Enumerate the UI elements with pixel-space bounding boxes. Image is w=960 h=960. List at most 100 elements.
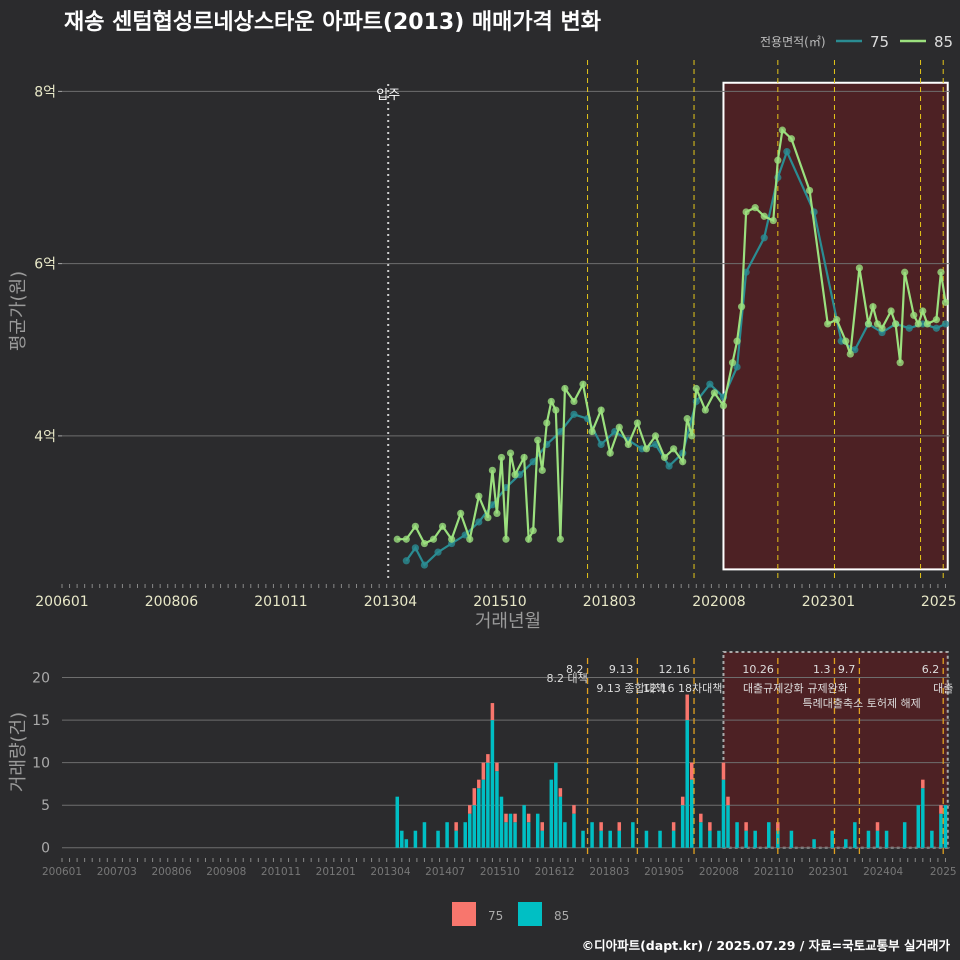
policy-date: 8.2 — [566, 663, 584, 676]
bar-85 — [563, 822, 567, 848]
bar-85 — [690, 779, 694, 848]
bar-85 — [472, 805, 477, 848]
legend-label-85: 85 — [554, 909, 569, 923]
x-tick-label: 201803 — [589, 866, 629, 878]
x-tick-label: 201612 — [535, 866, 575, 878]
bar-75 — [939, 805, 943, 814]
policy-date: 9.7 — [838, 663, 856, 676]
policy-label: 특례대출축소 토허제 해제 — [802, 696, 920, 710]
bar-85 — [468, 813, 472, 848]
bar-75 — [721, 762, 726, 780]
x-tick-label: 2025 — [930, 866, 957, 878]
x-tick-label: 200806 — [145, 594, 199, 610]
bar-75 — [526, 813, 531, 823]
x-tick-label: 202008 — [692, 594, 745, 610]
bar-85 — [599, 830, 603, 848]
bar-85 — [884, 830, 889, 848]
bar-75 — [617, 822, 622, 831]
bar-85 — [481, 779, 486, 848]
bar-85 — [930, 830, 934, 848]
bar-85 — [767, 822, 771, 848]
bar-85 — [495, 771, 499, 848]
y-tick-label: 0 — [41, 841, 50, 857]
bar-85 — [400, 830, 404, 848]
bar-75 — [468, 805, 472, 814]
bar-75 — [477, 779, 481, 789]
y-tick-label: 6억 — [34, 257, 56, 273]
bar-85 — [875, 830, 880, 848]
policy-label: 8.2 대책 — [547, 672, 588, 685]
bar-85 — [477, 788, 481, 848]
bar-85 — [422, 822, 427, 848]
bar-85 — [499, 796, 504, 848]
policy-date: 6.2 — [922, 663, 940, 676]
bar-85 — [504, 822, 508, 848]
bar-85 — [617, 830, 622, 848]
x-tick-label: 2025 — [921, 594, 957, 610]
y-axis-title: 평균가(원) — [8, 271, 29, 351]
y-tick-label: 5 — [41, 798, 50, 814]
bar-85 — [395, 796, 400, 848]
x-tick-label: 201510 — [480, 866, 520, 878]
bar-85 — [812, 839, 816, 848]
bar-85 — [726, 805, 730, 848]
bar-85 — [916, 805, 921, 848]
bar-75 — [495, 762, 499, 772]
bar-75 — [472, 788, 477, 806]
bar-75 — [708, 822, 712, 831]
y-tick-label: 15 — [32, 713, 50, 729]
price-point-85 — [393, 535, 401, 543]
volume-chart: 0 5 10 15 20 8.2 9.13 12.16 10.26 1.3 9.7 6.2 8.2 대책… — [8, 651, 957, 926]
policy-date: 9.13 — [609, 663, 634, 676]
x-tick-label: 201510 — [473, 594, 526, 610]
bar-85 — [445, 822, 449, 848]
bar-85 — [680, 805, 685, 848]
x-tick-label: 202301 — [802, 594, 855, 610]
legend-label-75: 75 — [488, 909, 503, 923]
x-tick-label: 201011 — [254, 594, 307, 610]
x-tick-label: 200601 — [35, 594, 88, 610]
policy-label: 대출규제강화 — [743, 682, 804, 695]
bar-85 — [549, 779, 554, 848]
bar-85 — [853, 822, 857, 848]
x-tick-label: 200806 — [151, 866, 191, 878]
x-tick-label: 201905 — [644, 866, 684, 878]
bar-85 — [608, 830, 612, 848]
bar-85 — [590, 822, 594, 848]
policy-label: 9.13 종합대책 — [596, 682, 664, 695]
x-tick-label: 201201 — [316, 866, 356, 878]
policy-date: 1.3 — [813, 663, 831, 676]
bar-75 — [454, 822, 458, 831]
source-credit: ©디아파트(dapt.kr) / 2025.07.29 / 자료=국토교통부 실… — [581, 938, 950, 953]
price-chart: 4억 6억 8억 200601 200806 201011 201304 201510 2018… — [8, 33, 956, 632]
x-tick-label: 201304 — [370, 866, 410, 878]
bar-85 — [939, 813, 943, 848]
x-tick-label: 202301 — [808, 866, 848, 878]
bar-85 — [644, 830, 649, 848]
bar-75 — [685, 694, 689, 721]
bar-75 — [776, 822, 780, 831]
bar-85 — [671, 830, 676, 848]
bar-85 — [513, 822, 517, 848]
bar-85 — [735, 822, 739, 848]
x-axis-title: 거래년월 — [475, 611, 541, 632]
bar-85 — [522, 805, 526, 848]
x-tick-label: 200703 — [97, 866, 137, 878]
bar-85 — [699, 822, 703, 848]
bar-85 — [685, 720, 689, 848]
bar-75 — [744, 822, 748, 831]
bar-75 — [490, 703, 495, 721]
chart-title: 재송 센텀협성르네상스타운 아파트(2013) 매매가격 변화 — [64, 10, 602, 35]
x-tick-label: 201803 — [583, 594, 636, 610]
bar-85 — [581, 830, 585, 848]
bar-85 — [921, 788, 925, 848]
bar-85 — [708, 830, 712, 848]
bar-85 — [490, 720, 495, 848]
legend-swatch-75 — [452, 902, 476, 926]
bar-85 — [413, 830, 418, 848]
bar-85 — [943, 805, 948, 848]
bar-75 — [680, 796, 685, 806]
policy-label: 12.16 18차대책 — [643, 682, 722, 695]
bar-85 — [463, 822, 467, 848]
x-tick-label: 202404 — [863, 866, 903, 878]
